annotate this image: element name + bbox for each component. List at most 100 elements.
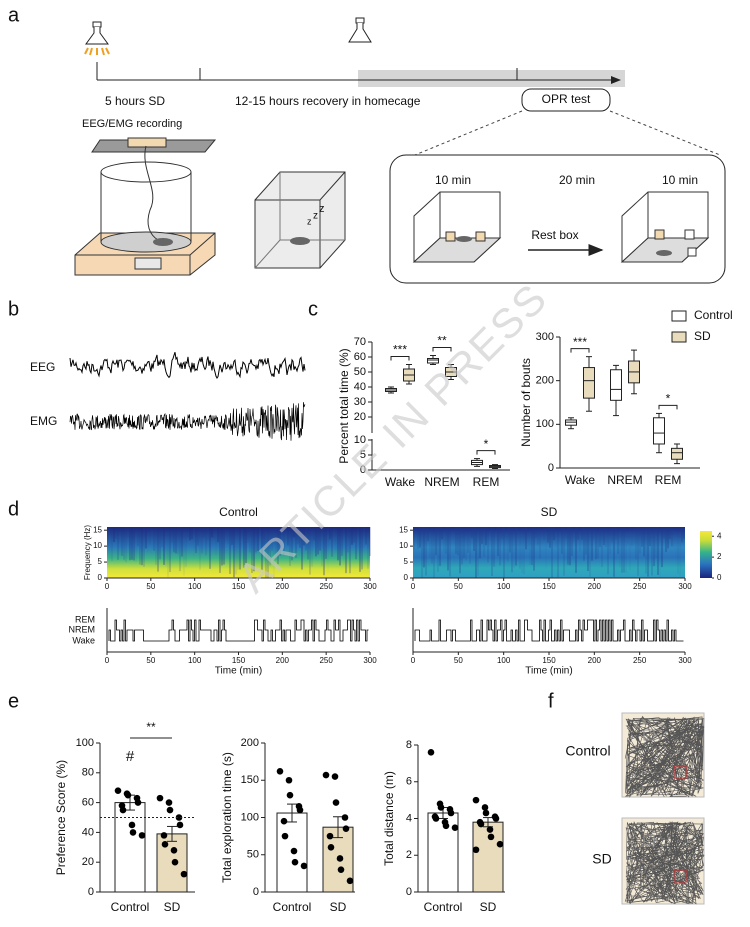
- spectrogram-texture: [179, 527, 181, 572]
- spectrogram-texture: [681, 527, 683, 543]
- legend-label: SD: [694, 329, 711, 343]
- spectrogram-texture: [331, 527, 333, 557]
- y-tick-label: 100: [76, 737, 94, 749]
- spectrogram-texture: [483, 527, 485, 557]
- spectrogram-texture: [241, 527, 243, 538]
- spectrogram-texture: [641, 527, 643, 547]
- spectrogram-texture: [343, 527, 345, 565]
- significance-bracket: [570, 348, 590, 353]
- spectrogram-texture: [227, 527, 229, 544]
- y-tick-label: 40: [354, 381, 366, 393]
- spectrogram-texture: [461, 527, 463, 565]
- spectrogram-texture: [675, 527, 677, 565]
- spectrogram-texture: [295, 527, 297, 558]
- spectrogram-texture: [195, 527, 197, 554]
- spectrogram-texture: [355, 527, 357, 560]
- y-axis-label: Frequency (Hz): [83, 525, 92, 580]
- data-point: [128, 821, 136, 829]
- spectrogram: [413, 527, 685, 578]
- spectrogram-texture: [293, 527, 295, 538]
- object-zone: [673, 869, 687, 883]
- spectrogram-texture: [651, 527, 653, 576]
- y-tick-label: 0: [88, 886, 94, 898]
- y-tick-label: 10: [354, 434, 366, 446]
- spectrogram-texture: [607, 527, 609, 575]
- spectrogram-texture: [249, 527, 251, 553]
- spectrogram-texture: [553, 527, 555, 541]
- y-tick-label: 10: [399, 541, 408, 550]
- data-point: [160, 832, 168, 839]
- spectrogram-texture: [643, 527, 645, 557]
- x-tick-label: 200: [276, 582, 290, 591]
- x-axis-label: Time (min): [525, 666, 572, 677]
- data-point: [291, 858, 299, 866]
- spectrogram-texture: [357, 527, 359, 551]
- spectrogram-texture: [519, 527, 521, 569]
- spectrogram-texture: [247, 527, 249, 543]
- hypnogram-trace: [108, 619, 369, 642]
- x-tick-label: 300: [363, 582, 377, 591]
- spectrogram-texture: [467, 527, 469, 553]
- spectrogram-texture: [673, 527, 675, 548]
- colorbar-tick-label: 2: [717, 552, 722, 561]
- track-path: [624, 820, 705, 905]
- data-point: [481, 804, 489, 811]
- spectrogram-texture: [425, 527, 427, 576]
- object-zone: [643, 834, 655, 846]
- spectrogram-texture: [157, 527, 159, 572]
- spectrogram-texture: [169, 527, 171, 573]
- x-tick-label: 250: [633, 656, 647, 665]
- spectrogram-texture: [473, 527, 475, 551]
- data-point: [447, 809, 455, 817]
- spectrogram-texture: [487, 527, 489, 563]
- spectrogram-texture: [177, 527, 179, 555]
- spectrogram-texture: [429, 527, 431, 559]
- spectrogram-texture: [127, 527, 129, 576]
- spectrogram-texture: [589, 527, 591, 577]
- spectrogram-texture: [567, 527, 569, 565]
- spectrogram-texture: [523, 527, 525, 575]
- spectrogram-texture: [193, 527, 195, 557]
- sd-label: 5 hours SD: [105, 94, 165, 108]
- spectrogram-texture: [501, 527, 503, 540]
- spectrogram-texture: [265, 527, 267, 578]
- spectrogram-texture: [649, 527, 651, 547]
- spectrogram-texture: [535, 527, 537, 539]
- object-zone: [673, 765, 687, 779]
- spectrogram-texture: [545, 527, 547, 569]
- spectrogram-texture: [145, 527, 147, 549]
- spectrogram-texture: [435, 527, 437, 556]
- spectrogram-texture: [213, 527, 215, 539]
- chart-title: SD: [541, 505, 558, 519]
- spectrogram-texture: [635, 527, 637, 560]
- spectrogram-texture: [299, 527, 301, 548]
- spectrogram-texture: [573, 527, 575, 542]
- opr-band: [358, 70, 625, 87]
- spectrogram-texture: [271, 527, 273, 551]
- spectrogram-texture: [619, 527, 621, 568]
- legend-swatch: [671, 331, 687, 343]
- spectrogram-texture: [201, 527, 203, 554]
- data-point: [276, 768, 284, 775]
- y-axis-label: Total distance (m): [382, 771, 396, 866]
- data-point: [290, 847, 298, 855]
- track-label: Control: [565, 743, 610, 759]
- spectrogram-texture: [345, 527, 347, 574]
- significance-bracket: [476, 450, 496, 455]
- spectrogram-texture: [497, 527, 499, 556]
- spectrogram-texture: [263, 527, 265, 549]
- spectrogram-texture: [629, 527, 631, 570]
- spectrogram-texture: [449, 527, 451, 577]
- spectrogram-texture: [557, 527, 559, 578]
- spectrogram-texture: [161, 527, 163, 547]
- spectrogram-texture: [413, 527, 415, 550]
- significance: **: [437, 334, 447, 348]
- data-point: [129, 829, 137, 836]
- spectrogram-texture: [291, 527, 293, 561]
- spectrogram-texture: [225, 527, 227, 542]
- y-tick-label: 6: [406, 776, 412, 788]
- spectrogram-texture: [513, 527, 515, 568]
- data-point: [486, 826, 494, 833]
- y-tick-label: 20: [354, 411, 366, 423]
- spectrogram-texture: [559, 527, 561, 551]
